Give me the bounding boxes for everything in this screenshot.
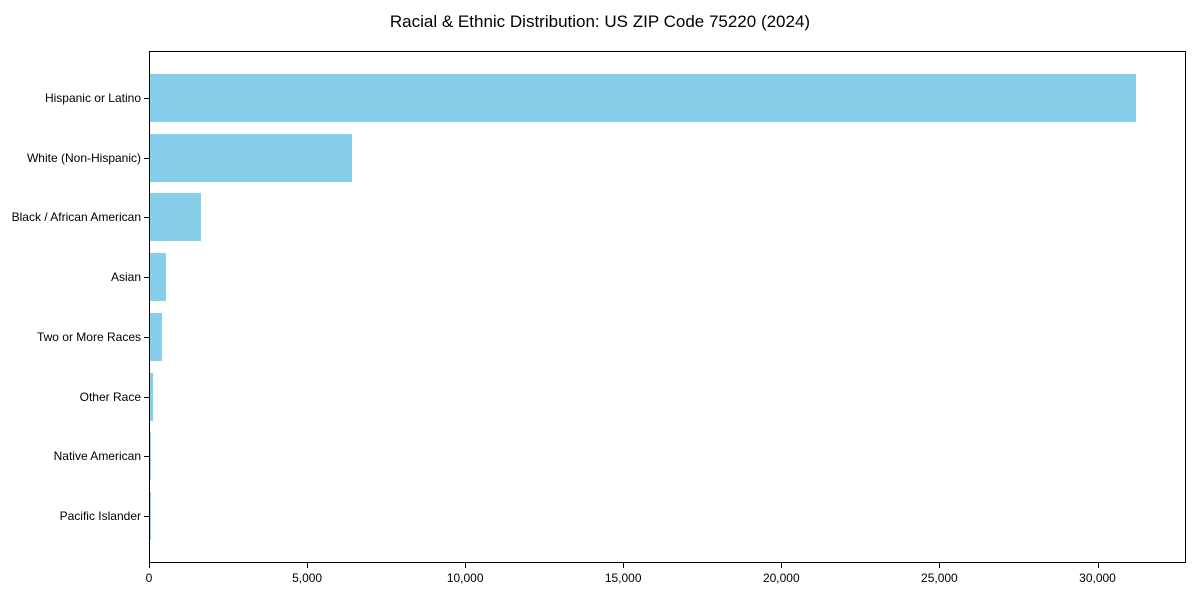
y-tick-mark — [144, 396, 149, 398]
x-tick-mark — [465, 563, 467, 568]
y-tick-mark — [144, 515, 149, 517]
y-tick-label-white-non-hispanic: White (Non-Hispanic) — [26, 150, 141, 165]
x-tick-label-5000: 5,000 — [292, 571, 323, 585]
plot-area — [149, 51, 1186, 563]
y-tick-mark — [144, 456, 149, 458]
x-tick-label-25000: 25,000 — [921, 571, 958, 585]
x-tick-mark — [939, 563, 941, 568]
x-tick-label-15000: 15,000 — [604, 571, 642, 585]
chart-title: Racial & Ethnic Distribution: US ZIP Cod… — [389, 12, 811, 31]
y-tick-mark — [144, 336, 149, 338]
y-tick-mark — [144, 217, 149, 219]
y-tick-mark — [144, 157, 149, 159]
y-tick-label-other-race: Other Race — [79, 389, 141, 404]
y-tick-label-asian: Asian — [110, 270, 141, 285]
x-tick-mark — [307, 563, 309, 568]
y-tick-mark — [144, 277, 149, 279]
y-tick-label-pacific-islander: Pacific Islander — [59, 508, 141, 523]
bar-native-american — [150, 432, 151, 481]
bar-white-non-hispanic — [150, 133, 353, 182]
y-tick-label-hispanic-or-latino: Hispanic or Latino — [44, 91, 141, 106]
x-tick-label-10000: 10,000 — [446, 571, 484, 585]
bar-other-race — [150, 372, 153, 421]
x-tick-mark — [623, 563, 625, 568]
bar-hispanic-or-latino — [150, 74, 1137, 123]
x-tick-label-0: 0 — [145, 571, 153, 585]
bar-black-african-american — [150, 193, 201, 242]
bar-two-or-more-races — [150, 312, 162, 361]
y-tick-label-black-african-american: Black / African American — [11, 210, 141, 225]
y-tick-label-native-american: Native American — [53, 449, 141, 464]
x-tick-label-20000: 20,000 — [762, 571, 800, 585]
bar-asian — [150, 253, 166, 302]
y-tick-label-two-or-more-races: Two or More Races — [36, 329, 141, 344]
x-tick-mark — [149, 563, 150, 568]
x-tick-mark — [781, 563, 783, 568]
x-tick-mark — [1097, 563, 1099, 568]
y-tick-mark — [144, 98, 149, 100]
x-tick-label-30000: 30,000 — [1079, 571, 1116, 585]
